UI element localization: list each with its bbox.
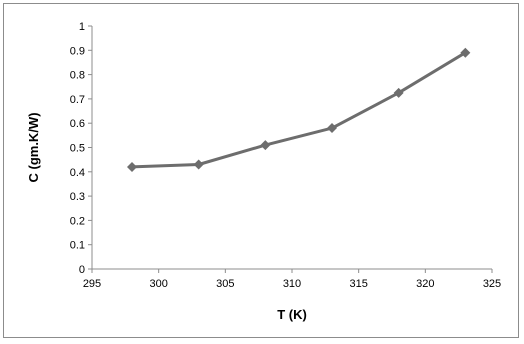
axes [88, 25, 493, 273]
y-tick-label: 1 [79, 21, 85, 33]
y-tick-label: 0.1 [70, 240, 85, 252]
data-point-marker [460, 47, 471, 58]
y-tick-label: 0.6 [70, 118, 85, 130]
series-layer [127, 47, 471, 172]
line-chart: 0 0.1 0.2 0.3 0.4 0.5 0.6 0.7 0.8 0.9 1 295 300 305 31… [26, 21, 501, 322]
data-point-marker [193, 159, 204, 170]
y-tick-label: 0.7 [70, 94, 85, 106]
data-point-marker [393, 87, 404, 98]
x-tick-label: 325 [483, 278, 501, 290]
y-tick-label: 0.5 [70, 143, 85, 155]
series-line [131, 51, 467, 169]
x-tick-label: 300 [149, 278, 167, 290]
y-tick-label: 0.9 [70, 45, 85, 57]
x-axis-title: T (K) [277, 307, 307, 322]
x-tick-label: 315 [349, 278, 367, 290]
y-tick-label: 0.2 [70, 215, 85, 227]
y-tick-label: 0.3 [70, 191, 85, 203]
chart-frame: 0 0.1 0.2 0.3 0.4 0.5 0.6 0.7 0.8 0.9 1 295 300 305 31… [3, 3, 519, 338]
x-tick-label: 295 [83, 278, 101, 290]
y-tick-label: 0.8 [70, 70, 85, 82]
tick-labels: 0 0.1 0.2 0.3 0.4 0.5 0.6 0.7 0.8 0.9 1 295 300 305 31… [70, 21, 501, 290]
data-point-marker [327, 123, 337, 134]
data-point-marker [260, 140, 271, 151]
x-tick-label: 305 [216, 278, 234, 290]
y-axis-title: C (gm.K/W) [26, 112, 41, 182]
data-point-marker [127, 161, 137, 172]
x-tick-label: 310 [283, 278, 301, 290]
y-tick-label: 0 [79, 264, 85, 276]
x-tick-label: 320 [416, 278, 434, 290]
y-tick-label: 0.4 [70, 167, 85, 179]
